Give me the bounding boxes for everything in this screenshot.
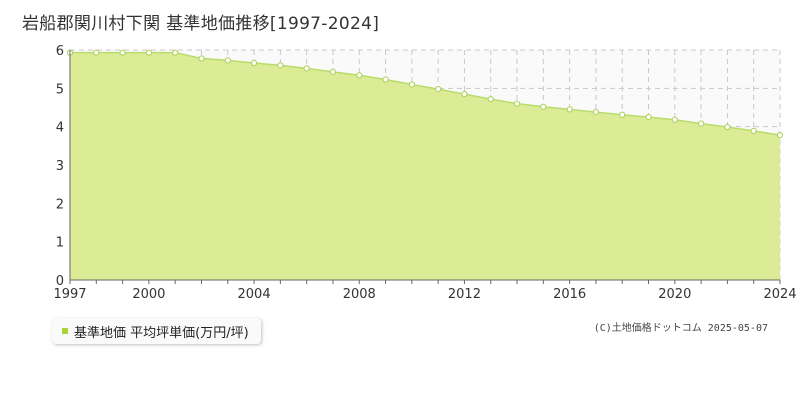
data-point [408,81,415,88]
series-line [70,51,781,136]
credit-text: (C)土地価格ドットコム 2025-05-07 [593,323,768,334]
legend-swatch [62,328,68,334]
legend: 基準地価 平均坪単価(万円/坪) [52,318,261,344]
data-point [145,49,152,56]
x-tick-label: 2008 [343,287,376,302]
y-tick-label: 5 [56,82,64,97]
data-point [540,103,547,110]
data-point [724,123,731,131]
data-point [119,49,126,56]
y-tick-label: 1 [56,236,64,251]
data-point [93,49,100,56]
data-point [645,113,652,121]
data-point [671,116,678,123]
data-point [382,76,389,83]
data-point [250,59,258,67]
y-tick-label: 4 [56,121,64,136]
data-point [750,127,757,134]
x-tick-label: 2004 [238,287,271,302]
data-point [461,90,468,98]
x-tick-label: 2024 [763,287,796,302]
data-point [776,132,784,139]
x-tick-label: 2012 [448,287,481,302]
y-tick-label: 0 [56,274,64,289]
data-point [619,111,626,118]
data-point [303,65,310,72]
data-point [435,86,442,93]
data-point [329,68,337,75]
data-point [198,55,205,62]
x-tick-label: 1997 [53,287,86,302]
x-tick-label: 2000 [132,287,165,302]
data-point [224,57,231,64]
data-point [698,120,705,127]
y-tick-label: 3 [56,159,64,174]
y-tick-label: 2 [56,197,64,212]
data-point [513,100,521,107]
data-point [356,72,363,79]
data-point [487,95,494,103]
x-tick-label: 2020 [658,287,691,302]
legend-label: 基準地価 平均坪単価(万円/坪) [74,325,249,341]
x-tick-label: 2016 [553,287,586,302]
data-point [592,109,600,116]
series-area [70,52,780,280]
y-tick-label: 6 [56,44,64,59]
chart-title: 岩船郡関川村下関 基準地価推移[1997-2024] [22,14,380,34]
data-point [566,106,573,113]
data-point [277,62,284,69]
data-point [172,49,179,56]
